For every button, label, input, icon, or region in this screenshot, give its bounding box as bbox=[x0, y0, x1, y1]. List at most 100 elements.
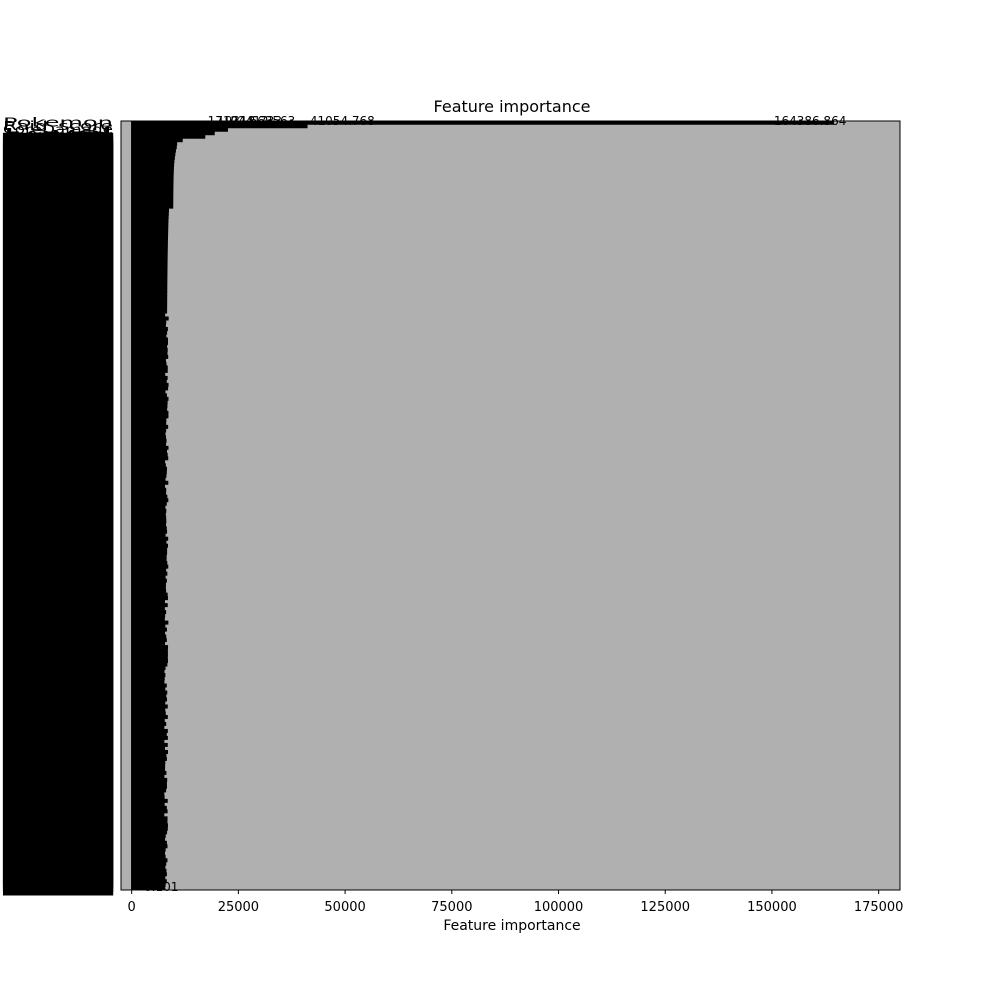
bar bbox=[131, 739, 165, 744]
bar bbox=[131, 487, 167, 492]
feature-name-label: ███████████ bbox=[2, 810, 114, 825]
bar bbox=[131, 403, 168, 408]
bar bbox=[131, 620, 169, 625]
feature-name-label: ███████████ bbox=[2, 230, 114, 245]
feature-name-label: ███████████ bbox=[2, 873, 114, 888]
feature-name-label: ███████████ bbox=[2, 828, 114, 843]
feature-name-label: ███████████ bbox=[2, 297, 114, 312]
feature-name-label: ███████████ bbox=[2, 758, 114, 773]
feature-name-label: ███████████ bbox=[2, 751, 114, 766]
x-tick-label: 150000 bbox=[747, 900, 797, 915]
x-tick-label: 0 bbox=[128, 900, 136, 915]
bar bbox=[131, 421, 167, 426]
feature-name-label: ███████████ bbox=[2, 608, 114, 623]
bar bbox=[131, 844, 168, 849]
feature-name-label: ███████████ bbox=[2, 160, 114, 175]
bar bbox=[131, 267, 168, 272]
bar bbox=[131, 337, 168, 342]
feature-name-label: ███████████ bbox=[2, 793, 114, 808]
bar bbox=[131, 148, 176, 153]
feature-name-label: ███████████ bbox=[2, 489, 114, 504]
bar bbox=[131, 389, 166, 394]
x-tick-label: 125000 bbox=[640, 900, 690, 915]
feature-name-label: ███████████ bbox=[2, 632, 114, 647]
feature-name-label: ███████████ bbox=[2, 223, 114, 238]
bar bbox=[131, 180, 174, 185]
bar bbox=[131, 127, 228, 132]
bar bbox=[131, 295, 168, 300]
feature-name-label: ███████████ bbox=[2, 737, 114, 752]
feature-name-label: ███████████ bbox=[2, 157, 114, 172]
feature-name-label: ███████████ bbox=[2, 695, 114, 710]
feature-name-label: ███████████ bbox=[2, 611, 114, 626]
bar bbox=[131, 694, 167, 699]
bar bbox=[131, 319, 167, 324]
feature-name-label: ███████████ bbox=[2, 328, 114, 343]
feature-name-label: ███████████ bbox=[2, 877, 114, 892]
bar bbox=[131, 578, 167, 583]
bar bbox=[131, 159, 175, 164]
feature-name-label: ███████████ bbox=[2, 310, 114, 325]
feature-name-label: ███████████ bbox=[2, 768, 114, 783]
feature-name-label: ███████████ bbox=[2, 531, 114, 546]
x-axis-title: Feature importance bbox=[443, 918, 580, 934]
bottom-value-label: 0.101 bbox=[144, 880, 178, 894]
bar bbox=[131, 676, 165, 681]
bar bbox=[131, 292, 168, 297]
feature-name-label: ███████████ bbox=[2, 678, 114, 693]
bar bbox=[131, 480, 169, 485]
feature-name-label: ███████████ bbox=[2, 747, 114, 762]
x-tick-label: 25000 bbox=[218, 900, 259, 915]
feature-name-label: ███████████ bbox=[2, 251, 114, 266]
bar bbox=[131, 466, 167, 471]
x-tick-label: 175000 bbox=[854, 900, 904, 915]
bar bbox=[131, 603, 168, 608]
bar bbox=[131, 564, 169, 569]
feature-name-label: ███████████ bbox=[2, 671, 114, 686]
feature-name-label: ███████████ bbox=[2, 629, 114, 644]
bar bbox=[131, 225, 169, 230]
bar bbox=[131, 550, 168, 555]
bar bbox=[131, 704, 168, 709]
bar bbox=[131, 840, 167, 845]
feature-name-label: ███████████ bbox=[2, 359, 114, 374]
feature-name-label: ███████████ bbox=[2, 304, 114, 319]
feature-name-label: ███████████ bbox=[2, 227, 114, 242]
feature-name-label: ███████████ bbox=[2, 209, 114, 224]
bar bbox=[131, 770, 167, 775]
feature-name-label: ███████████ bbox=[2, 580, 114, 595]
bar bbox=[131, 540, 167, 545]
bar bbox=[131, 232, 169, 237]
bar bbox=[131, 687, 166, 692]
feature-name-label: ███████████ bbox=[2, 454, 114, 469]
feature-name-label: ███████████ bbox=[2, 541, 114, 556]
feature-name-label: ███████████ bbox=[2, 234, 114, 249]
bar bbox=[131, 372, 166, 377]
bar bbox=[131, 826, 168, 831]
feature-name-label: ███████████ bbox=[2, 524, 114, 539]
bar bbox=[131, 781, 167, 786]
bar bbox=[131, 756, 167, 761]
bar bbox=[131, 557, 167, 562]
bar bbox=[131, 833, 166, 838]
bar bbox=[131, 655, 168, 660]
feature-name-label: ███████████ bbox=[2, 765, 114, 780]
bar bbox=[131, 477, 166, 482]
feature-name-label: ███████████ bbox=[2, 447, 114, 462]
bar bbox=[131, 428, 167, 433]
feature-name-label: ███████████ bbox=[2, 269, 114, 284]
feature-name-label: ███████████ bbox=[2, 216, 114, 231]
feature-name-label: ███████████ bbox=[2, 499, 114, 514]
feature-name-label: ███████████ bbox=[2, 772, 114, 787]
feature-name-label: ███████████ bbox=[2, 838, 114, 853]
bar bbox=[131, 788, 167, 793]
feature-name-label: ███████████ bbox=[2, 569, 114, 584]
bar bbox=[131, 858, 168, 863]
bar bbox=[131, 424, 169, 429]
bar bbox=[131, 571, 168, 576]
bar bbox=[131, 536, 169, 541]
bar bbox=[131, 190, 174, 195]
bar bbox=[131, 484, 166, 489]
feature-name-label: ███████████ bbox=[2, 492, 114, 507]
feature-name-label: ███████████ bbox=[2, 674, 114, 689]
